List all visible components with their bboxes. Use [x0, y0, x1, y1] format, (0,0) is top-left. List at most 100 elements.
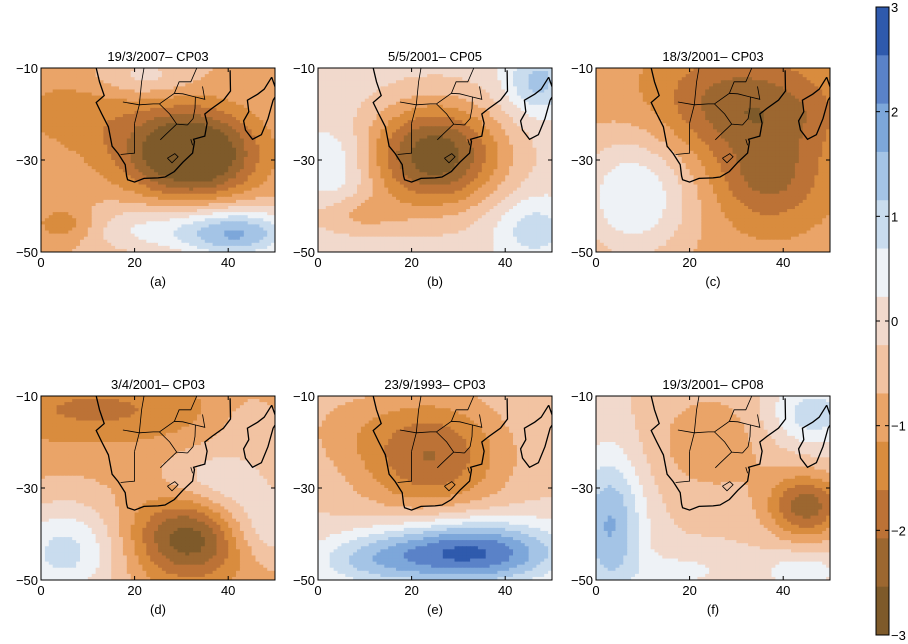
contour-cell — [204, 184, 210, 189]
contour-cell — [52, 230, 58, 235]
contour-cell — [130, 199, 136, 204]
contour-cell — [212, 218, 218, 222]
contour-cell — [44, 98, 50, 103]
contour-cell — [103, 117, 108, 121]
contour-cell — [267, 221, 272, 225]
contour-cell — [146, 89, 151, 94]
contour-cell — [41, 239, 46, 244]
contour-cell — [177, 123, 182, 127]
contour-cell — [76, 83, 81, 87]
contour-cell — [177, 206, 182, 210]
contour-cell — [216, 74, 221, 78]
contour-cell — [212, 114, 218, 118]
contour-cell — [251, 132, 257, 137]
contour-cell — [208, 86, 214, 91]
contour-cell — [181, 135, 186, 140]
contour-cell — [255, 132, 260, 137]
contour-cell — [415, 101, 420, 106]
contour-cell — [516, 95, 522, 100]
contour-cell — [165, 184, 171, 189]
contour-cell — [513, 129, 518, 133]
contour-cell — [115, 178, 120, 183]
contour-cell — [173, 233, 179, 238]
contour-cell — [251, 181, 257, 186]
contour-cell — [329, 74, 335, 78]
contour-cell — [76, 215, 81, 219]
contour-cell — [142, 245, 147, 250]
contour-cell — [146, 248, 151, 252]
contour-cell — [169, 202, 175, 207]
contour-cell — [41, 169, 46, 173]
contour-cell — [528, 71, 534, 75]
contour-cell — [200, 218, 206, 222]
contour-cell — [243, 120, 249, 124]
contour-cell — [91, 144, 97, 149]
contour-cell — [142, 212, 147, 216]
contour-cell — [68, 101, 73, 106]
contour-cell — [169, 227, 175, 232]
contour-cell — [208, 187, 214, 192]
contour-cell — [520, 110, 526, 115]
contour-cell — [435, 95, 440, 100]
contour-cell — [72, 224, 77, 229]
contour-cell — [251, 175, 257, 179]
contour-cell — [119, 175, 124, 179]
x-tick-label: 20 — [127, 255, 141, 270]
contour-cell — [134, 147, 140, 152]
contour-cell — [380, 71, 385, 75]
contour-cell — [138, 135, 143, 140]
contour-cell — [197, 163, 202, 167]
contour-cell — [138, 160, 143, 164]
contour-cell — [454, 95, 459, 100]
contour-cell — [431, 83, 436, 87]
contour-cell — [536, 107, 541, 112]
contour-cell — [189, 190, 194, 195]
contour-cell — [193, 114, 198, 118]
contour-cell — [64, 95, 69, 100]
contour-cell — [56, 221, 62, 225]
contour-cell — [111, 129, 116, 133]
contour-cell — [181, 144, 186, 149]
contour-cell — [208, 129, 214, 133]
contour-cell — [83, 224, 89, 229]
contour-cell — [158, 181, 163, 186]
contour-cell — [99, 156, 104, 161]
contour-cell — [259, 196, 264, 201]
contour-cell — [83, 209, 89, 213]
contour-cell — [138, 132, 143, 137]
contour-cell — [80, 181, 85, 186]
contour-cell — [271, 132, 275, 137]
contour-cell — [442, 77, 448, 81]
contour-cell — [228, 248, 233, 252]
contour-cell — [44, 178, 50, 183]
contour-cell — [509, 68, 514, 72]
contour-cell — [228, 206, 233, 210]
contour-cell — [52, 110, 58, 115]
contour-cell — [138, 120, 143, 124]
contour-cell — [68, 227, 73, 232]
contour-cell — [438, 135, 444, 140]
contour-cell — [216, 230, 221, 235]
contour-cell — [216, 98, 221, 103]
contour-cell — [228, 101, 233, 106]
contour-cell — [80, 138, 85, 143]
contour-cell — [271, 233, 275, 238]
contour-cell — [228, 166, 233, 170]
contour-cell — [64, 68, 69, 72]
contour-cell — [220, 117, 225, 121]
contour-cell — [243, 181, 249, 186]
contour-cell — [173, 153, 179, 158]
contour-cell — [267, 98, 272, 103]
contour-cell — [345, 117, 350, 121]
contour-cell — [544, 120, 549, 124]
contour-cell — [438, 129, 444, 133]
contour-cell — [247, 212, 253, 216]
contour-cell — [165, 129, 171, 133]
contour-cell — [115, 138, 120, 143]
contour-cell — [536, 117, 541, 121]
contour-cell — [197, 92, 202, 97]
contour-cell — [142, 196, 147, 201]
contour-cell — [119, 233, 124, 238]
contour-cell — [115, 147, 120, 152]
contour-cell — [126, 181, 132, 186]
